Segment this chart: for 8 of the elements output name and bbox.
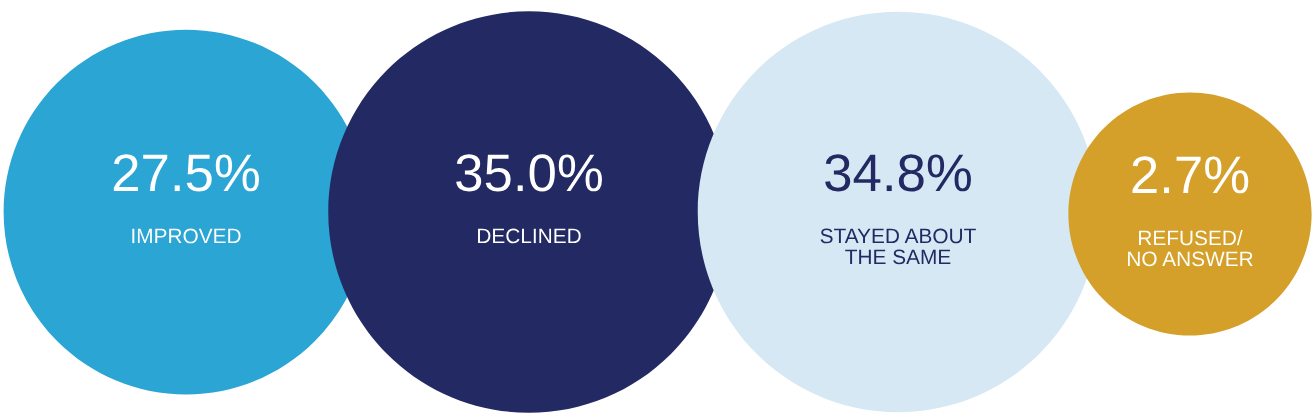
data-label: 35.0%: [456, 154, 602, 192]
data-label: 2.7%: [1132, 156, 1249, 194]
data-label: 34.8%: [825, 154, 971, 192]
category-label: STAYED ABOUT THE SAME: [820, 228, 976, 265]
data-label: 27.5%: [113, 154, 259, 192]
category-label: REFUSED/ NO ANSWER: [1128, 230, 1253, 267]
category-label: IMPROVED: [132, 228, 241, 244]
category-label: DECLINED: [478, 228, 581, 244]
